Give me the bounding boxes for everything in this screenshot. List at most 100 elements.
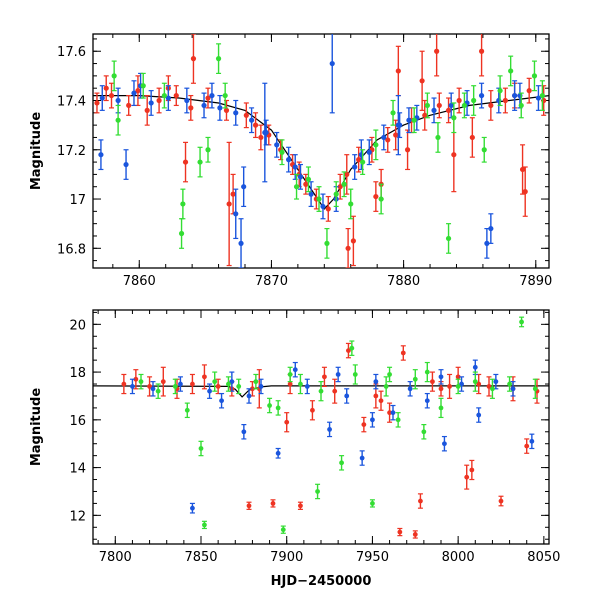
- data-point: [438, 405, 444, 411]
- data-point: [519, 166, 526, 173]
- data-point: [188, 105, 194, 111]
- data-point: [287, 372, 293, 377]
- data-point: [215, 384, 221, 389]
- data-point: [320, 203, 326, 210]
- x-tick-label: 7860: [123, 274, 156, 289]
- data-point: [131, 90, 137, 96]
- data-point: [140, 83, 146, 89]
- data-point: [197, 159, 203, 165]
- data-point: [241, 184, 247, 190]
- data-point: [258, 384, 264, 389]
- data-point: [133, 376, 139, 382]
- data-point: [202, 522, 207, 528]
- top-model-curve: [93, 95, 550, 210]
- data-point: [360, 159, 366, 165]
- data-point: [435, 134, 441, 141]
- data-point: [531, 73, 538, 79]
- data-point: [455, 374, 461, 380]
- data-point: [246, 393, 252, 399]
- data-point: [393, 132, 399, 138]
- data-point: [190, 381, 195, 387]
- data-point: [275, 450, 281, 456]
- top-panel: 7860 7870 7880 7890 16.8 17 17.2 17.4 17.6 Magni…: [29, 33, 552, 289]
- data-point: [156, 97, 162, 104]
- data-point: [222, 92, 228, 99]
- data-point: [370, 417, 375, 423]
- y-tick-label: 17.4: [57, 95, 86, 110]
- x-tick-label: 7900: [270, 550, 303, 565]
- bottom-panel: 7800 7850 7900 7950 8000 8050 12 14 16 18 20 Magni…: [29, 309, 560, 589]
- data-point: [464, 474, 470, 480]
- data-point: [298, 503, 303, 509]
- data-point: [108, 92, 115, 99]
- data-point: [184, 97, 190, 104]
- data-point: [490, 386, 495, 392]
- data-point: [385, 137, 391, 143]
- data-point: [395, 417, 401, 423]
- data-point: [412, 532, 418, 537]
- data-point: [510, 386, 516, 392]
- data-point: [147, 384, 152, 389]
- data-point: [230, 191, 236, 197]
- data-point: [280, 527, 286, 533]
- data-point: [421, 429, 427, 435]
- top-plot-frame: [92, 33, 550, 269]
- data-point: [233, 110, 239, 116]
- x-tick-label: 8000: [442, 550, 475, 565]
- bottom-series-group: [121, 316, 540, 539]
- data-point: [390, 110, 396, 116]
- data-point: [512, 92, 518, 99]
- data-point: [448, 102, 454, 109]
- data-point: [243, 112, 249, 118]
- data-point: [190, 56, 197, 62]
- data-point: [366, 149, 372, 155]
- data-point: [250, 386, 255, 392]
- bottom-model-curve: [92, 385, 549, 398]
- data-point: [190, 505, 195, 511]
- data-point: [215, 56, 222, 62]
- y-tick-label: 14: [69, 462, 86, 477]
- data-point: [252, 122, 259, 128]
- data-point: [226, 381, 231, 387]
- data-point: [535, 95, 542, 101]
- data-point: [315, 489, 320, 494]
- data-point: [459, 381, 464, 387]
- data-point: [493, 379, 499, 385]
- data-point: [481, 147, 487, 153]
- data-point: [451, 152, 457, 158]
- y-tick-label: 18: [69, 366, 86, 381]
- y-tick-label: 17: [69, 193, 86, 208]
- data-point: [344, 393, 350, 399]
- data-point: [178, 230, 185, 237]
- x-tick-label: 7800: [99, 550, 132, 565]
- data-point: [486, 384, 492, 389]
- data-point: [267, 403, 272, 408]
- data-point: [395, 122, 401, 128]
- data-point: [304, 384, 310, 389]
- data-point: [373, 142, 379, 148]
- data-point: [395, 68, 401, 74]
- data-point: [160, 379, 166, 385]
- data-point: [246, 503, 252, 509]
- data-point: [150, 386, 156, 392]
- x-tick-label: 7890: [519, 274, 552, 289]
- data-point: [165, 95, 171, 101]
- data-point: [378, 398, 384, 404]
- data-point: [253, 379, 259, 385]
- data-point: [99, 95, 105, 101]
- data-point: [138, 379, 144, 385]
- data-point: [217, 105, 223, 111]
- data-point: [322, 374, 327, 380]
- data-point: [431, 107, 437, 113]
- data-point: [424, 102, 430, 109]
- data-point: [173, 92, 179, 99]
- data-point: [346, 348, 351, 353]
- data-point: [472, 379, 478, 385]
- top-y-axis-title: Magnitude: [29, 112, 44, 191]
- data-point: [144, 107, 150, 113]
- data-point: [201, 102, 207, 109]
- data-point: [308, 191, 314, 197]
- data-point: [352, 164, 358, 170]
- data-point: [344, 171, 350, 177]
